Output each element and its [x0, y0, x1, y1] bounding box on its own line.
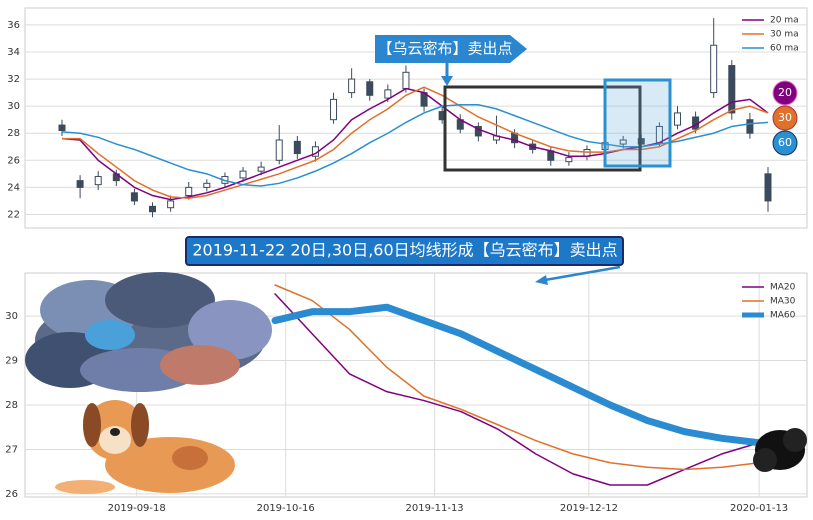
- banner: [185, 236, 624, 266]
- badge: [772, 105, 798, 131]
- candle-body: [366, 81, 374, 96]
- ma-line: [271, 303, 784, 449]
- candle-body: [275, 139, 283, 161]
- y-tick-label: 27: [5, 444, 18, 455]
- annotation-layer: 【乌云密布】卖出点 20 30 60 2019-11-22 20日,30日,60…: [25, 35, 807, 494]
- callout-text: 【乌云密布】卖出点: [377, 40, 512, 58]
- candle-body: [764, 173, 772, 202]
- banner-text: 2019-11-22 20日,30日,60日均线形成【乌云密布】卖出点: [192, 241, 617, 260]
- candle-body: [746, 119, 754, 134]
- callout-shape: [375, 35, 527, 63]
- legend-label: 30 ma: [770, 30, 799, 40]
- y-tick-label: 28: [7, 128, 20, 139]
- candle-body: [402, 71, 410, 90]
- candle-body: [330, 98, 338, 121]
- badge: [772, 80, 798, 106]
- x-tick-label: 2019-12-12: [560, 503, 618, 514]
- arrow: [544, 265, 621, 282]
- candle-body: [76, 180, 84, 188]
- ma-line: [61, 104, 769, 187]
- candle-body: [293, 140, 301, 155]
- candle-body: [547, 150, 555, 161]
- candle-body: [58, 124, 66, 132]
- dark-cloud: [753, 428, 807, 472]
- y-tick-label: 36: [7, 20, 20, 31]
- legend-label: 20 ma: [770, 16, 799, 26]
- candle-body: [239, 170, 247, 179]
- legend-label: MA60: [770, 311, 796, 321]
- badge: [772, 130, 798, 156]
- legend-label: 60 ma: [770, 44, 799, 54]
- y-tick-label: 26: [5, 489, 18, 500]
- candle-body: [167, 200, 175, 209]
- highlight-box: [443, 85, 642, 172]
- y-tick-label: 32: [7, 74, 20, 85]
- candle-body: [149, 205, 157, 213]
- x-tick-label: 2019-10-16: [257, 503, 315, 514]
- dog-illustration: [55, 400, 235, 494]
- candle-body: [130, 192, 138, 202]
- candle-body: [710, 44, 718, 94]
- ma-line: [62, 86, 769, 199]
- candle-body: [565, 157, 573, 163]
- candle-body: [203, 182, 211, 188]
- candle-body: [619, 139, 627, 145]
- candle-body: [185, 186, 193, 197]
- candle-body: [257, 166, 265, 172]
- y-tick-label: 30: [5, 311, 18, 322]
- y-tick-label: 29: [5, 356, 18, 367]
- y-tick-label: 30: [7, 101, 20, 112]
- candle-body: [94, 176, 102, 186]
- arrow-head: [441, 76, 453, 86]
- cloud-illustration: [25, 272, 272, 392]
- badge-label: 20: [778, 86, 792, 99]
- candle-body: [728, 65, 736, 114]
- candle-body: [474, 125, 482, 137]
- legend-label: MA20: [770, 283, 796, 293]
- highlight-box-blue: [603, 78, 672, 168]
- x-tick-label: 2019-11-13: [406, 503, 464, 514]
- x-tick-label: 2019-09-18: [108, 503, 166, 514]
- y-tick-label: 26: [7, 155, 20, 166]
- legend-label: MA30: [770, 297, 796, 307]
- x-tick-label: 2020-01-13: [730, 503, 788, 514]
- y-tick-label: 24: [7, 182, 20, 193]
- y-tick-label: 28: [5, 400, 18, 411]
- badge-label: 30: [778, 111, 792, 124]
- y-tick-label: 34: [7, 47, 20, 58]
- y-tick-label: 22: [7, 209, 20, 220]
- ma-line: [274, 284, 782, 471]
- candle-body: [384, 89, 392, 99]
- candle-body: [348, 78, 356, 94]
- candle-body: [673, 112, 681, 126]
- badge-label: 60: [778, 136, 792, 149]
- ma-line: [274, 293, 782, 486]
- arrow-head: [535, 275, 548, 285]
